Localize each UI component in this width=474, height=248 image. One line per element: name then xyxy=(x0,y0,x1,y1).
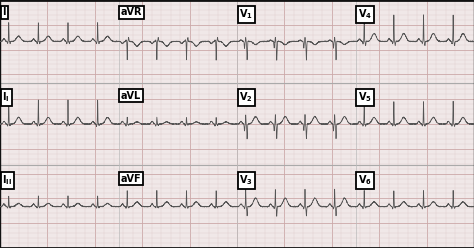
Text: I$_{\mathbf{II}}$: I$_{\mathbf{II}}$ xyxy=(2,174,12,187)
Text: V$_{\mathbf{2}}$: V$_{\mathbf{2}}$ xyxy=(239,91,253,104)
Text: I: I xyxy=(2,7,6,17)
Text: aVF: aVF xyxy=(121,174,142,184)
Text: V$_{\mathbf{4}}$: V$_{\mathbf{4}}$ xyxy=(358,7,372,21)
Text: aVL: aVL xyxy=(121,91,141,100)
Text: V$_{\mathbf{3}}$: V$_{\mathbf{3}}$ xyxy=(239,174,253,187)
Text: aVR: aVR xyxy=(121,7,142,17)
Text: V$_{\mathbf{1}}$: V$_{\mathbf{1}}$ xyxy=(239,7,253,21)
Text: V$_{\mathbf{5}}$: V$_{\mathbf{5}}$ xyxy=(358,91,372,104)
Text: I$_{\mathbf{I}}$: I$_{\mathbf{I}}$ xyxy=(2,91,10,104)
Text: V$_{\mathbf{6}}$: V$_{\mathbf{6}}$ xyxy=(358,174,372,187)
